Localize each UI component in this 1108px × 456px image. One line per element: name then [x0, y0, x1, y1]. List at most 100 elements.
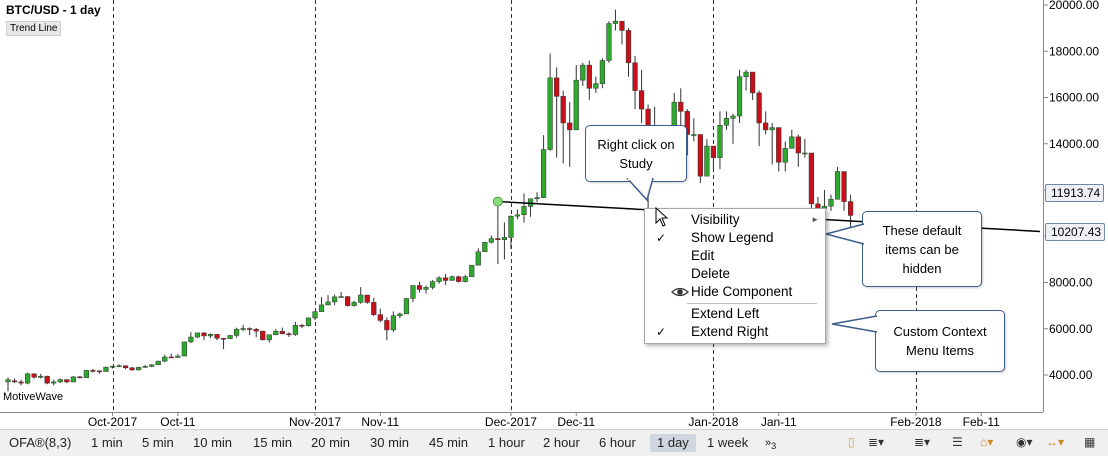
candle-body — [351, 302, 357, 306]
candle-body — [260, 330, 266, 341]
candle-body — [710, 145, 717, 158]
candle-body — [580, 64, 586, 81]
candle-body — [201, 332, 207, 337]
candle — [57, 378, 63, 384]
candle-body — [508, 215, 514, 238]
note-icon[interactable]: ▯ — [848, 435, 855, 449]
candle — [207, 333, 214, 338]
callout-right-click: Right click on Study — [585, 125, 687, 182]
candle-body — [612, 20, 619, 24]
check-icon: ✓ — [656, 325, 667, 339]
menu-item-hide-component[interactable]: Hide Component — [645, 283, 825, 301]
menu-item-show-legend[interactable]: ✓ Show Legend — [645, 229, 825, 247]
candle-body — [90, 370, 96, 372]
menu-item-extend-right[interactable]: ✓ Extend Right — [645, 323, 825, 341]
candle-body — [789, 136, 795, 149]
candle — [599, 58, 605, 89]
candle — [828, 194, 834, 211]
menu-item-show-legend-label: Show Legend — [691, 230, 774, 245]
candle-body — [429, 281, 436, 288]
interval-20-min[interactable]: 20 min — [311, 435, 351, 450]
candle — [743, 69, 749, 91]
candle-body — [331, 296, 338, 303]
candle-body — [318, 304, 325, 312]
more-intervals-button[interactable]: »3 — [762, 434, 779, 452]
candle-body — [214, 334, 220, 339]
study-legend-tag[interactable]: Trend Line — [6, 21, 62, 36]
interval-2-hour[interactable]: 2 hour — [543, 435, 580, 450]
menu-item-edit[interactable]: Edit — [645, 247, 825, 265]
candle — [475, 248, 481, 266]
candle-body — [449, 276, 455, 281]
interval-1-day[interactable]: 1 day — [650, 434, 696, 452]
candle — [273, 329, 279, 336]
range-icon[interactable]: ↔▾ — [1046, 435, 1065, 449]
menu-icon[interactable]: ☰ — [952, 435, 963, 449]
candle-body — [606, 23, 612, 61]
candle-body — [586, 64, 592, 89]
candle — [488, 235, 494, 244]
x-tick-label: Feb-11 — [963, 415, 1000, 429]
candle-body — [168, 356, 174, 359]
calendar-icon[interactable]: ▦ — [1084, 435, 1096, 449]
candle — [710, 145, 717, 172]
x-tick-label: Oct-11 — [160, 415, 195, 429]
candle-body — [299, 325, 305, 327]
y-tick-label: 20000.00 — [1049, 0, 1099, 12]
x-tick-label: Jan-2018 — [688, 415, 738, 429]
candle — [162, 354, 168, 363]
candle — [38, 373, 44, 379]
candle — [384, 317, 390, 341]
candle-body — [44, 375, 50, 384]
candle-body — [129, 367, 135, 371]
chart-title: BTC/USD - 1 day — [6, 3, 101, 17]
context-menu: Visibility ► ✓ Show Legend Edit Delete H… — [644, 208, 826, 344]
candle — [443, 273, 449, 286]
candle — [469, 264, 475, 277]
candle — [253, 327, 259, 338]
candle-body — [220, 337, 227, 340]
interval-10-min[interactable]: 10 min — [193, 435, 233, 450]
candle — [83, 369, 89, 379]
candle — [416, 281, 423, 293]
home-chart-icon[interactable]: ⌂▾ — [980, 435, 994, 449]
candle — [573, 65, 579, 131]
candle — [227, 335, 233, 340]
x-tick-label: Dec-2017 — [485, 415, 537, 429]
candle — [678, 88, 684, 128]
candle-body — [808, 152, 814, 205]
candle — [371, 297, 377, 317]
candle-body — [834, 171, 841, 200]
candle-body — [704, 145, 710, 177]
candle-body — [638, 90, 645, 110]
candle-body — [136, 367, 142, 371]
candle — [534, 192, 540, 203]
candle-body — [253, 328, 259, 332]
interval-1-week[interactable]: 1 week — [707, 435, 749, 450]
align-right-icon[interactable]: ≣▾ — [914, 435, 931, 449]
candle — [188, 332, 194, 344]
menu-item-delete-label: Delete — [691, 266, 731, 281]
candle-body — [96, 370, 103, 373]
indicator-button[interactable]: OFA®(8,3) — [9, 435, 72, 450]
candle — [495, 203, 501, 264]
interval-30-min[interactable]: 30 min — [370, 435, 410, 450]
price-chart[interactable]: 20000.0018000.0016000.0014000.0012000.00… — [0, 0, 1108, 429]
interval-6-hour[interactable]: 6 hour — [599, 435, 636, 450]
interval-15-min[interactable]: 15 min — [253, 435, 293, 450]
eye-icon[interactable]: ◉▾ — [1016, 435, 1033, 449]
align-left-icon[interactable]: ≣▾ — [868, 435, 885, 449]
callout-custom-items: Custom Context Menu Items — [875, 310, 1005, 372]
interval-45-min[interactable]: 45 min — [429, 435, 469, 450]
menu-item-edit-label: Edit — [691, 248, 715, 263]
interval-1-min[interactable]: 1 min — [91, 435, 123, 450]
candle — [305, 317, 312, 327]
menu-item-delete[interactable]: Delete — [645, 265, 825, 283]
candle — [403, 297, 410, 315]
menu-item-extend-left[interactable]: Extend Left — [645, 305, 825, 323]
candle — [429, 280, 436, 290]
menu-item-visibility[interactable]: Visibility ► — [645, 211, 825, 229]
candle — [240, 324, 246, 332]
interval-1-hour[interactable]: 1 hour — [488, 435, 525, 450]
interval-5-min[interactable]: 5 min — [142, 435, 174, 450]
